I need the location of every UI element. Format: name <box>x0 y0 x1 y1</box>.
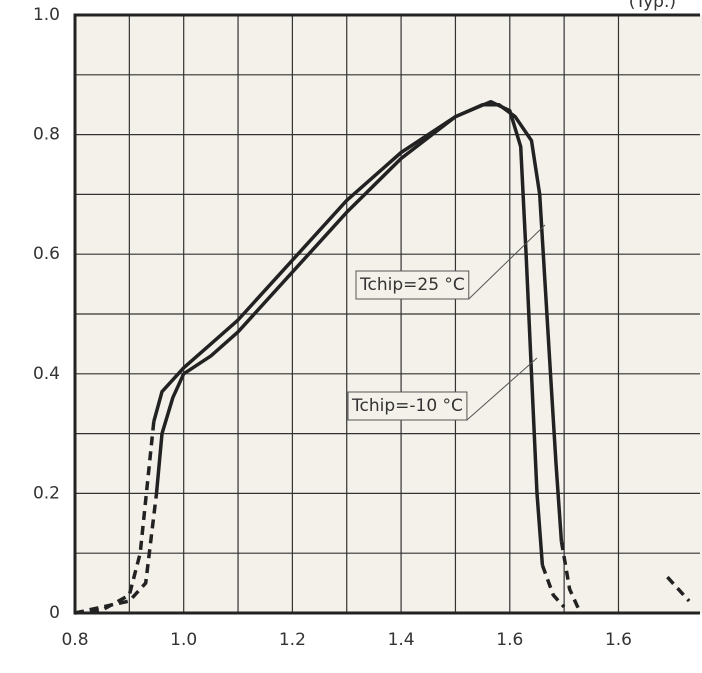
label-leader <box>466 357 538 421</box>
x-tick-label: 0.8 <box>61 630 88 650</box>
curve <box>152 99 545 566</box>
curve-label: Tchip=-10 °C <box>351 396 463 416</box>
y-tick-label: 1.0 <box>33 5 60 25</box>
y-tick-label: 0 <box>49 603 60 623</box>
x-tick-label: 1.6 <box>496 630 523 650</box>
y-tick-label: 0.2 <box>33 483 60 503</box>
corner-note: (Typ.) <box>629 0 676 12</box>
y-tick-label: 0.8 <box>33 125 60 145</box>
x-tick-label: 1.6 <box>605 630 632 650</box>
curve-label: Tchip=25 °C <box>359 275 465 295</box>
x-tick-label: 1.4 <box>388 630 415 650</box>
y-tick-label: 0.6 <box>33 244 60 264</box>
x-tick-label: 1.0 <box>170 630 197 650</box>
label-box <box>347 391 468 421</box>
label-box <box>355 270 470 300</box>
dashed-curve <box>74 421 566 615</box>
x-tick-label: 1.2 <box>279 630 306 650</box>
dashed-curve <box>74 493 691 615</box>
y-tick-label: 0.4 <box>33 364 60 384</box>
axis-frame <box>73 13 700 615</box>
label-leader <box>468 224 546 300</box>
